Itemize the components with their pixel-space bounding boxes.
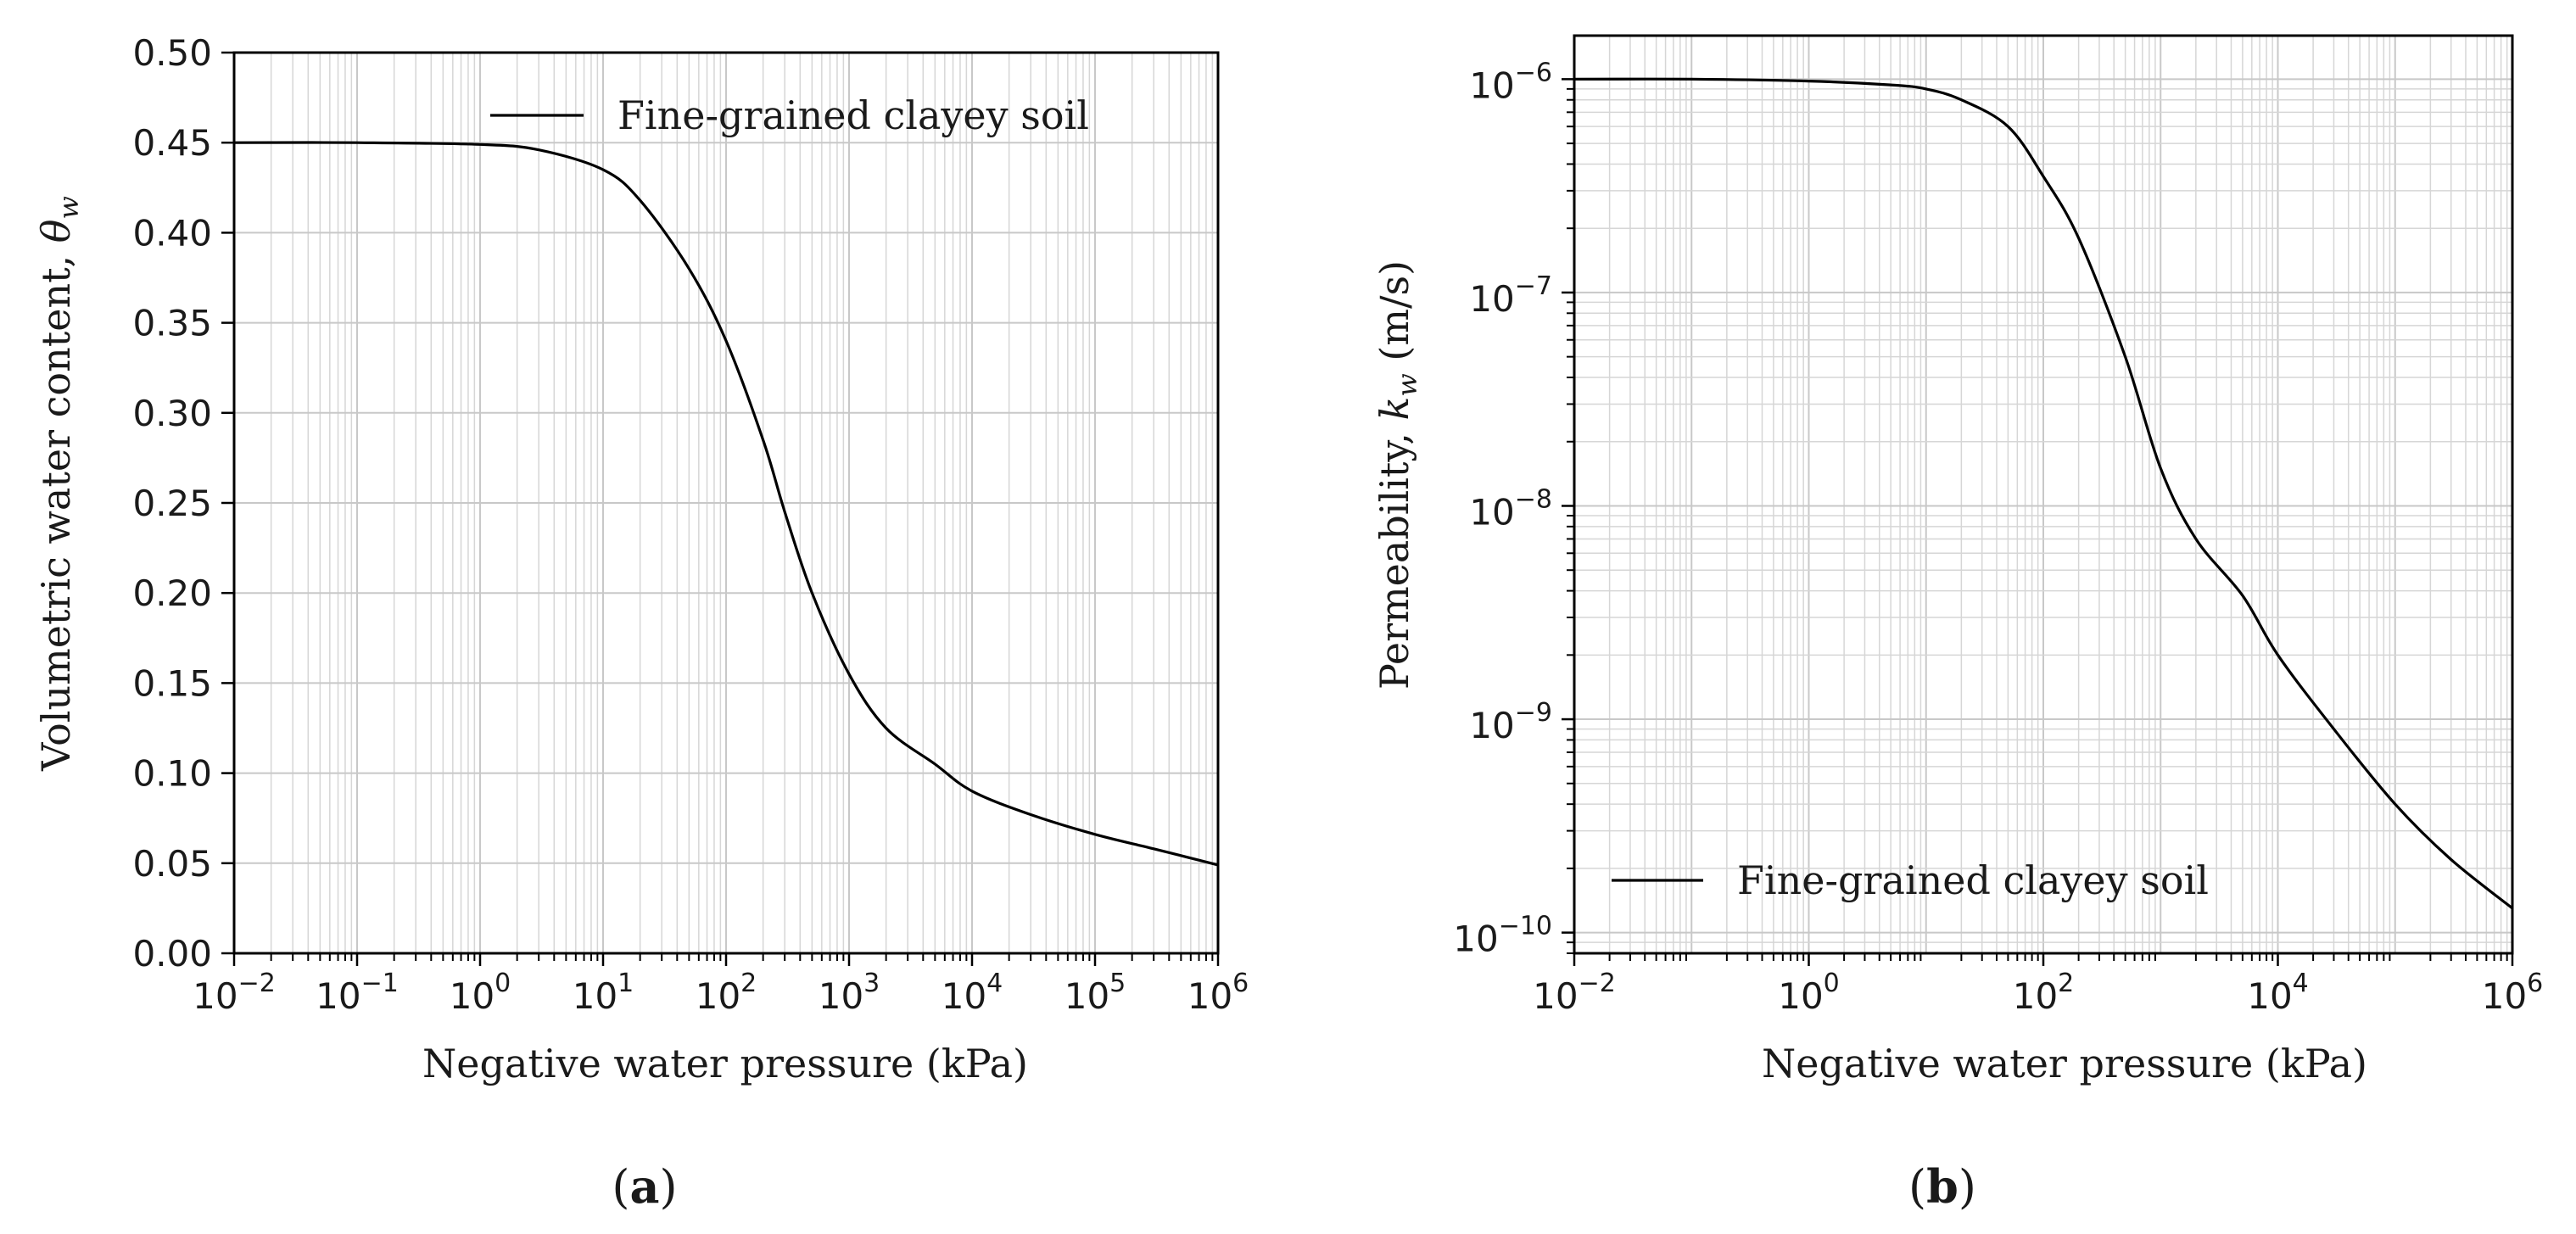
panel-a-x-tick-label: 104 (942, 969, 1003, 1017)
panel-a-x-tick-label: 100 (450, 969, 511, 1017)
panel-a-y-tick-label: 0.20 (132, 572, 212, 614)
panel-b-x-axis-label: Negative water pressure (kPa) (1762, 1041, 2367, 1086)
panel-a-legend-label: Fine-grained clayey soil (617, 92, 1089, 138)
panel-b-y-tick-label: 10−6 (1469, 58, 1552, 106)
panel-b-ticks: 10−2 100 102 104 106 10−10 10−9 10−8 10−7 10−6 (1453, 58, 2543, 1017)
panel-b-grid (1573, 36, 2513, 954)
panel-a-x-tick-label: 101 (573, 969, 634, 1017)
panel-a-y-tick-label: 0.10 (132, 753, 212, 795)
panel-b-x-tick-label: 100 (1778, 969, 1840, 1017)
panel-a-x-tick-label: 10−2 (193, 969, 276, 1017)
panel-a-x-tick-label: 106 (1187, 969, 1249, 1017)
panel-a-y-tick-label: 0.40 (132, 212, 212, 254)
panel-a-x-tick-label: 10−1 (316, 969, 399, 1017)
panel-a-y-tick-label: 0.35 (132, 303, 212, 344)
panel-a-x-tick-label: 102 (696, 969, 757, 1017)
panel-a-x-tick-label: 103 (819, 969, 880, 1017)
panel-a-ticks: 10−2 10−1 100 101 102 103 104 105 106 0.00 0.05 0.1… (132, 32, 1249, 1017)
panel-a-chart: 10−2 10−1 100 101 102 103 104 105 106 0.00 0.05 0.1… (33, 32, 1249, 1214)
panel-b-chart: 10−2 100 102 104 106 10−10 10−9 10−8 10−7 10−6 Ne… (1372, 34, 2543, 1214)
panel-a-grid (233, 52, 1219, 954)
panel-b-y-tick-label: 10−8 (1469, 484, 1552, 533)
panel-a-y-tick-label: 0.50 (132, 32, 212, 74)
panel-a-y-tick-label: 0.45 (132, 122, 212, 164)
panel-a-legend: Fine-grained clayey soil (490, 92, 1089, 138)
panel-b-y-axis-label: Permeability, kw (m/s) (1372, 260, 1423, 690)
panel-b-legend-label: Fine-grained clayey soil (1737, 857, 2209, 903)
panel-b-y-tick-label: 10−10 (1453, 912, 1552, 960)
panel-a-y-tick-label: 0.30 (132, 393, 212, 434)
panel-a-y-tick-label: 0.25 (132, 483, 212, 524)
panel-a-y-axis-label: Volumetric water content, θw (33, 196, 85, 772)
panel-a-series-line (233, 141, 1219, 867)
panel-b-x-tick-label: 106 (2482, 969, 2544, 1017)
panel-b-x-tick-label: 102 (2013, 969, 2075, 1017)
panel-a-x-axis-label: Negative water pressure (kPa) (422, 1041, 1028, 1086)
panel-b-label: (b) (1908, 1159, 1976, 1214)
panel-b-legend: Fine-grained clayey soil (1612, 857, 2209, 903)
panel-b-series-line (1573, 77, 2513, 910)
panel-a-y-tick-label: 0.15 (132, 662, 212, 704)
panel-b-x-tick-label: 10−2 (1533, 969, 1616, 1017)
panel-b-y-tick-label: 10−9 (1469, 698, 1552, 746)
panel-a-x-tick-label: 105 (1064, 969, 1126, 1017)
panel-b-x-tick-label: 104 (2247, 969, 2309, 1017)
panel-b-y-tick-label: 10−7 (1469, 271, 1552, 320)
panel-a-label: (a) (612, 1159, 677, 1214)
panel-a-y-tick-label: 0.00 (132, 933, 212, 974)
panel-a-y-tick-label: 0.05 (132, 843, 212, 885)
